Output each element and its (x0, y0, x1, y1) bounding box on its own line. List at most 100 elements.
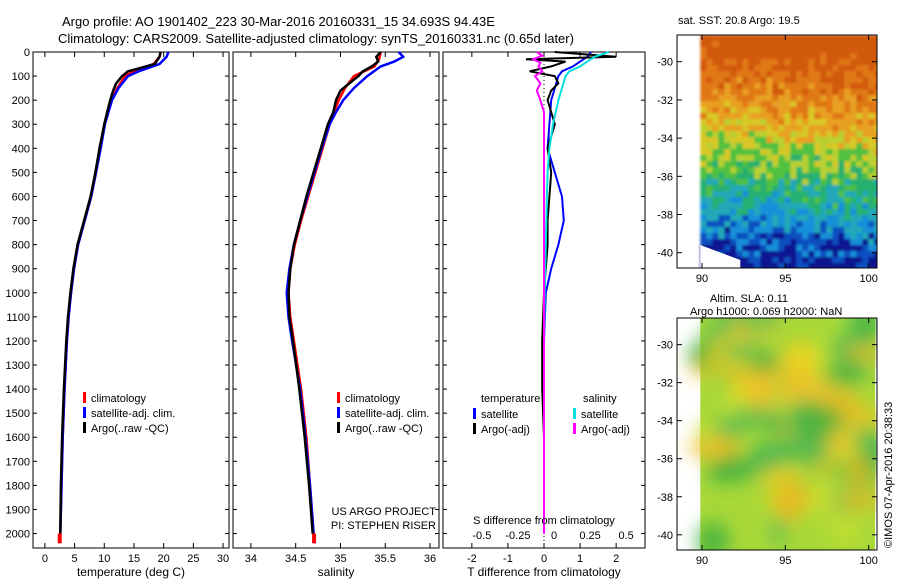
annotation-pi: PI: STEPHEN RISER (331, 520, 436, 532)
x-tick-label: 36 (424, 553, 436, 565)
x-tick-label: 30 (217, 553, 229, 565)
x-tick-label: 35 (334, 553, 346, 565)
y-tick-label: -32 (657, 378, 673, 390)
y-tick-label: -40 (657, 530, 673, 542)
x-axis-label: T difference from climatology (467, 565, 621, 579)
y-tick-label: 1600 (6, 432, 30, 444)
y-tick-label: 1500 (6, 408, 30, 420)
figure-title-line1: Argo profile: AO 1901402_223 30-Mar-2016… (62, 14, 495, 29)
map-title: sat. SST: 20.8 Argo: 19.5 (678, 15, 800, 27)
x-tick-label: 34.5 (285, 553, 306, 565)
map-frame (676, 317, 878, 551)
y-tick-label: 1700 (6, 456, 30, 468)
x-tick-label: 10 (98, 553, 110, 565)
y-tick-label: 600 (12, 191, 30, 203)
sla-blobs (686, 318, 877, 550)
x-tick-label: 95 (779, 273, 791, 285)
x-tick-label-top: -0.5 (472, 530, 491, 542)
land-mask (710, 250, 723, 267)
legend-swatch (337, 407, 340, 418)
legend-label: Argo(-adj) (581, 424, 630, 436)
y-tick-label: -30 (657, 57, 673, 69)
legend-label: climatology (91, 393, 147, 405)
x-tick-label: 0 (541, 553, 547, 565)
legend-swatch (473, 423, 476, 434)
x-tick-label: -2 (467, 553, 477, 565)
series-line-argo-adj- (530, 51, 545, 534)
x-axis-label: temperature (deg C) (77, 565, 185, 579)
y-tick-label: -40 (657, 248, 673, 260)
y-tick-label: 300 (12, 119, 30, 131)
map-title: Altim. SLA: 0.11 (710, 293, 788, 305)
y-tick-label: 1200 (6, 336, 30, 348)
sst-raster (700, 35, 877, 268)
legend-header-temperature: temperature (481, 393, 540, 405)
annotation-project: US ARGO PROJECT (331, 506, 436, 518)
plot-frame (232, 51, 440, 549)
y-tick-label: 1400 (6, 384, 30, 396)
legend-label: satellite-adj. clim. (91, 408, 175, 420)
x-tick-label: 25 (187, 553, 199, 565)
sst-field (700, 35, 877, 268)
series-line-argo-raw-qc- (287, 51, 382, 534)
x-tick-label-top: -0.25 (505, 530, 530, 542)
x-tick-label: 15 (128, 553, 140, 565)
plot-frame (32, 51, 230, 549)
map-frame (676, 34, 878, 269)
legend-swatch (337, 392, 340, 403)
y-tick-label: 1900 (6, 504, 30, 516)
legend-header-salinity: salinity (583, 393, 617, 405)
legend-swatch (573, 408, 576, 419)
x-tick-label: 0 (42, 553, 48, 565)
map-subtitle: Argo h1000: 0.069 h2000: NaN (690, 306, 842, 318)
legend-swatch (83, 407, 86, 418)
y-tick-label: 900 (12, 264, 30, 276)
y-tick-label: 700 (12, 216, 30, 228)
legend-label: Argo(..raw -QC) (91, 423, 169, 435)
y-tick-label: 800 (12, 240, 30, 252)
series-line-argo-raw-qc- (59, 51, 162, 534)
x-tick-label: 100 (859, 555, 877, 567)
x-tick-label: 34 (245, 553, 257, 565)
y-tick-label: 100 (12, 71, 30, 83)
x-tick-label-top: 0.5 (618, 530, 633, 542)
x-axis-label: salinity (318, 565, 355, 579)
series-line-argo-adj- (525, 51, 617, 534)
y-tick-label: 1000 (6, 288, 30, 300)
footer-credit: ©IMOS 07-Apr-2016 20:38:33 (883, 402, 895, 548)
legend-swatch (337, 422, 340, 433)
legend-swatch (573, 423, 576, 434)
panel-salinity: 34 34.5 35 35.5 36 salinity climatology satelli… (232, 51, 440, 579)
x-tick-label-top: 0 (551, 530, 557, 542)
y-tick-label: 2000 (6, 529, 30, 541)
x-axis-label-top: S difference from climatology (473, 515, 615, 527)
panel-sst-map: 90 95 100 -30 -32 -34 -36 -38 -40 sat. SST: 20.8 … (657, 15, 878, 285)
x-tick-label: 5 (72, 553, 78, 565)
legend-label: satellite-adj. clim. (345, 408, 429, 420)
y-tick-label: -36 (657, 171, 673, 183)
figure-title-line2: Climatology: CARS2009. Satellite-adjuste… (58, 31, 574, 46)
panel-difference: -2 -1 0 1 2T difference from climatology temp… (442, 51, 646, 579)
x-tick-label: 90 (696, 555, 708, 567)
legend-swatch (473, 408, 476, 419)
y-tick-label: -38 (657, 492, 673, 504)
y-tick-label: 0 (24, 47, 30, 59)
legend-label: Argo(..raw -QC) (345, 423, 423, 435)
y-tick-label: -30 (657, 340, 673, 352)
panel-temperature: 0 5 10 15 20 25 300100200300400500600700800900… (6, 47, 230, 579)
x-tick-label: 90 (696, 273, 708, 285)
x-tick-label: 1 (577, 553, 583, 565)
panel-sla-map: 90 95 100 -30 -32 -34 -36 -38 -40 Altim. SLA: 0.1… (657, 293, 878, 567)
y-tick-label: -34 (657, 133, 673, 145)
y-tick-label: 1800 (6, 480, 30, 492)
y-tick-label: 1100 (6, 312, 30, 324)
legend-label: climatology (345, 393, 401, 405)
x-tick-label: 100 (859, 273, 877, 285)
y-tick-label: 200 (12, 95, 30, 107)
x-tick-label-top: 0.25 (579, 530, 600, 542)
x-tick-label: 35.5 (375, 553, 396, 565)
y-tick-label: 500 (12, 167, 30, 179)
y-tick-label: -36 (657, 454, 673, 466)
x-tick-label: 95 (779, 555, 791, 567)
